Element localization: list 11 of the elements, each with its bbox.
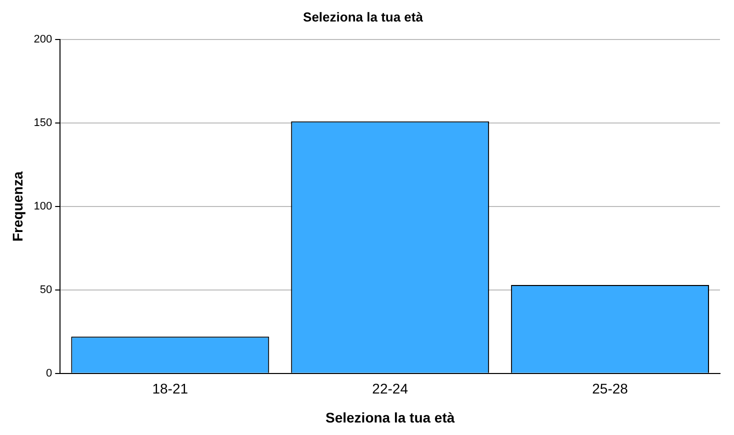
y-tick-label: 0 xyxy=(46,367,52,380)
y-tick-label: 100 xyxy=(34,200,52,213)
x-tick-label: 18-21 xyxy=(152,380,188,397)
chart-title: Seleziona la tua età xyxy=(303,9,424,24)
y-tick-label: 50 xyxy=(40,284,52,296)
y-tick-label: 150 xyxy=(34,117,52,130)
y-tick-label: 200 xyxy=(34,34,52,46)
x-tick-label: 25-28 xyxy=(592,380,628,397)
x-axis-title: Seleziona la tua età xyxy=(325,409,455,426)
y-axis-title: Frequenza xyxy=(9,171,26,242)
x-tick-label: 22-24 xyxy=(372,380,408,397)
